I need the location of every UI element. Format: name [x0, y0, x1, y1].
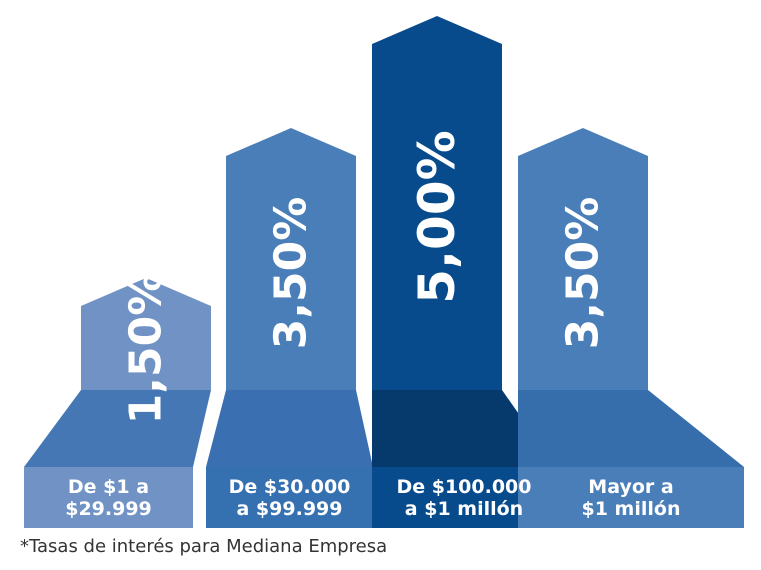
- rate-chart: 1,50% 3,50% 5,00% 3,50%: [24, 16, 744, 528]
- value-label-2: 3,50%: [266, 197, 317, 350]
- bar-2: [226, 128, 356, 390]
- bar-base-4: [518, 390, 744, 467]
- bar-1: [81, 278, 211, 390]
- bar-base-2: [206, 390, 373, 467]
- category-label-line: a $1 millón: [404, 497, 524, 520]
- category-label-line: $1 millón: [581, 497, 681, 520]
- category-box-4: [518, 467, 744, 528]
- category-label-line: Mayor a: [588, 475, 674, 498]
- bar-base-3: [372, 390, 556, 467]
- bar-3: [372, 16, 502, 390]
- value-label-1: 1,50%: [121, 272, 172, 425]
- category-label-3: De $100.000 a $1 millón: [372, 467, 556, 528]
- bar-4: [518, 128, 648, 390]
- category-label-line: De $100.000: [396, 475, 532, 498]
- category-label-4: Mayor a $1 millón: [518, 467, 744, 528]
- category-box-2: [206, 467, 373, 528]
- category-label-1: De $1 a $29.999: [24, 467, 193, 528]
- bar-base-1: [24, 390, 211, 467]
- category-label-line: a $99.999: [236, 497, 343, 520]
- category-label-2: De $30.000 a $99.999: [206, 467, 373, 528]
- category-label-line: De $30.000: [228, 475, 351, 498]
- category-label-line: $29.999: [65, 497, 152, 520]
- category-box-1: [24, 467, 193, 528]
- category-label-line: De $1 a: [67, 475, 150, 498]
- value-label-4: 3,50%: [558, 197, 609, 350]
- footnote: *Tasas de interés para Mediana Empresa: [20, 536, 388, 557]
- value-label-3: 5,00%: [408, 130, 466, 303]
